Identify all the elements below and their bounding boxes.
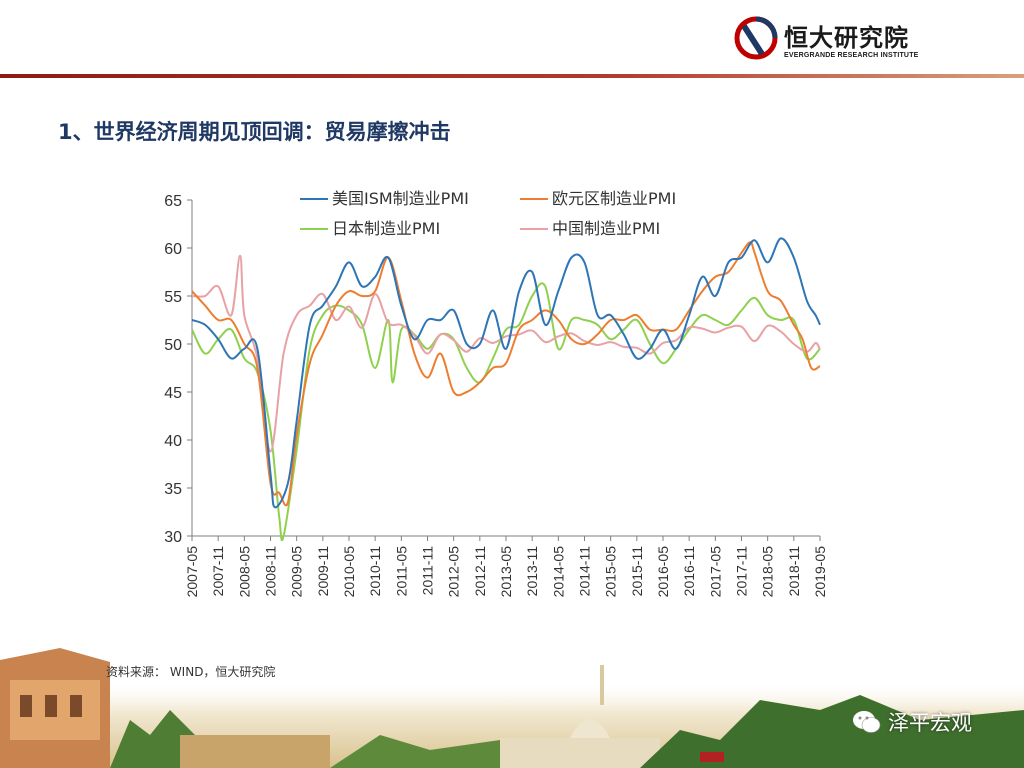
x-tick-label: 2008-05	[236, 546, 252, 598]
y-tick-label: 35	[164, 481, 182, 498]
x-tick-label: 2016-11	[681, 546, 697, 597]
y-tick-label: 30	[164, 529, 182, 546]
x-tick-label: 2015-05	[603, 546, 619, 598]
x-tick-label: 2014-11	[577, 546, 593, 597]
evergrande-logo-icon	[734, 16, 778, 60]
y-tick-label: 60	[164, 241, 182, 258]
x-tick-label: 2015-11	[629, 546, 645, 597]
x-tick-label: 2014-05	[550, 546, 566, 598]
x-tick-label: 2012-05	[446, 546, 462, 598]
evergrande-logo: 恒大研究院 EVERGRANDE RESEARCH INSTITUTE	[732, 16, 932, 68]
series-line	[191, 241, 821, 507]
x-tick-label: 2009-05	[289, 546, 305, 598]
x-tick-label: 2018-11	[786, 546, 802, 597]
x-tick-label: 2018-05	[760, 546, 776, 598]
y-tick-label: 45	[164, 385, 182, 402]
legend-label: 日本制造业PMI	[332, 219, 440, 238]
y-tick-label: 40	[164, 433, 182, 450]
x-tick-label: 2013-11	[524, 546, 540, 597]
y-tick-label: 50	[164, 337, 182, 354]
legend-label: 欧元区制造业PMI	[552, 189, 676, 208]
x-tick-label: 2016-05	[655, 546, 671, 598]
x-tick-label: 2017-05	[707, 546, 723, 598]
x-tick-label: 2017-11	[734, 546, 750, 597]
x-tick-label: 2007-05	[184, 546, 200, 598]
logo-english-text: EVERGRANDE RESEARCH INSTITUTE	[784, 52, 919, 59]
logo-chinese-text: 恒大研究院	[784, 24, 909, 52]
y-tick-label: 55	[164, 289, 182, 306]
x-tick-label: 2007-11	[210, 546, 226, 597]
x-tick-label: 2011-11	[420, 546, 436, 596]
x-tick-label: 2012-11	[472, 546, 488, 597]
wechat-watermark: 泽平宏观	[852, 706, 972, 738]
x-tick-label: 2008-11	[263, 546, 279, 597]
legend-label: 中国制造业PMI	[552, 219, 660, 238]
header-divider	[0, 74, 1024, 78]
legend-label: 美国ISM制造业PMI	[332, 189, 469, 208]
x-tick-label: 2009-11	[315, 546, 331, 597]
x-tick-label: 2011-05	[393, 546, 409, 597]
pmi-line-chart: 30 35 40 45 50 55 60 65 2007-05 2007-11 2008-05 200…	[164, 189, 828, 598]
x-tick-label: 2019-05	[812, 546, 828, 598]
series-line	[191, 237, 821, 509]
header-bar	[0, 0, 1024, 80]
footer-landscape-banner	[0, 648, 1024, 768]
series-line	[191, 254, 821, 453]
source-note: 资料来源： WIND，恒大研究院	[106, 665, 276, 679]
x-tick-label: 2010-05	[341, 546, 357, 598]
series-line	[191, 282, 821, 542]
wechat-icon	[853, 711, 881, 733]
x-tick-label: 2013-05	[498, 546, 514, 598]
y-tick-label: 65	[164, 193, 182, 210]
x-tick-label: 2010-11	[367, 546, 383, 597]
slide-title: 1、世界经济周期见顶回调：贸易摩擦冲击	[58, 120, 451, 144]
watermark-text: 泽平宏观	[888, 711, 972, 735]
